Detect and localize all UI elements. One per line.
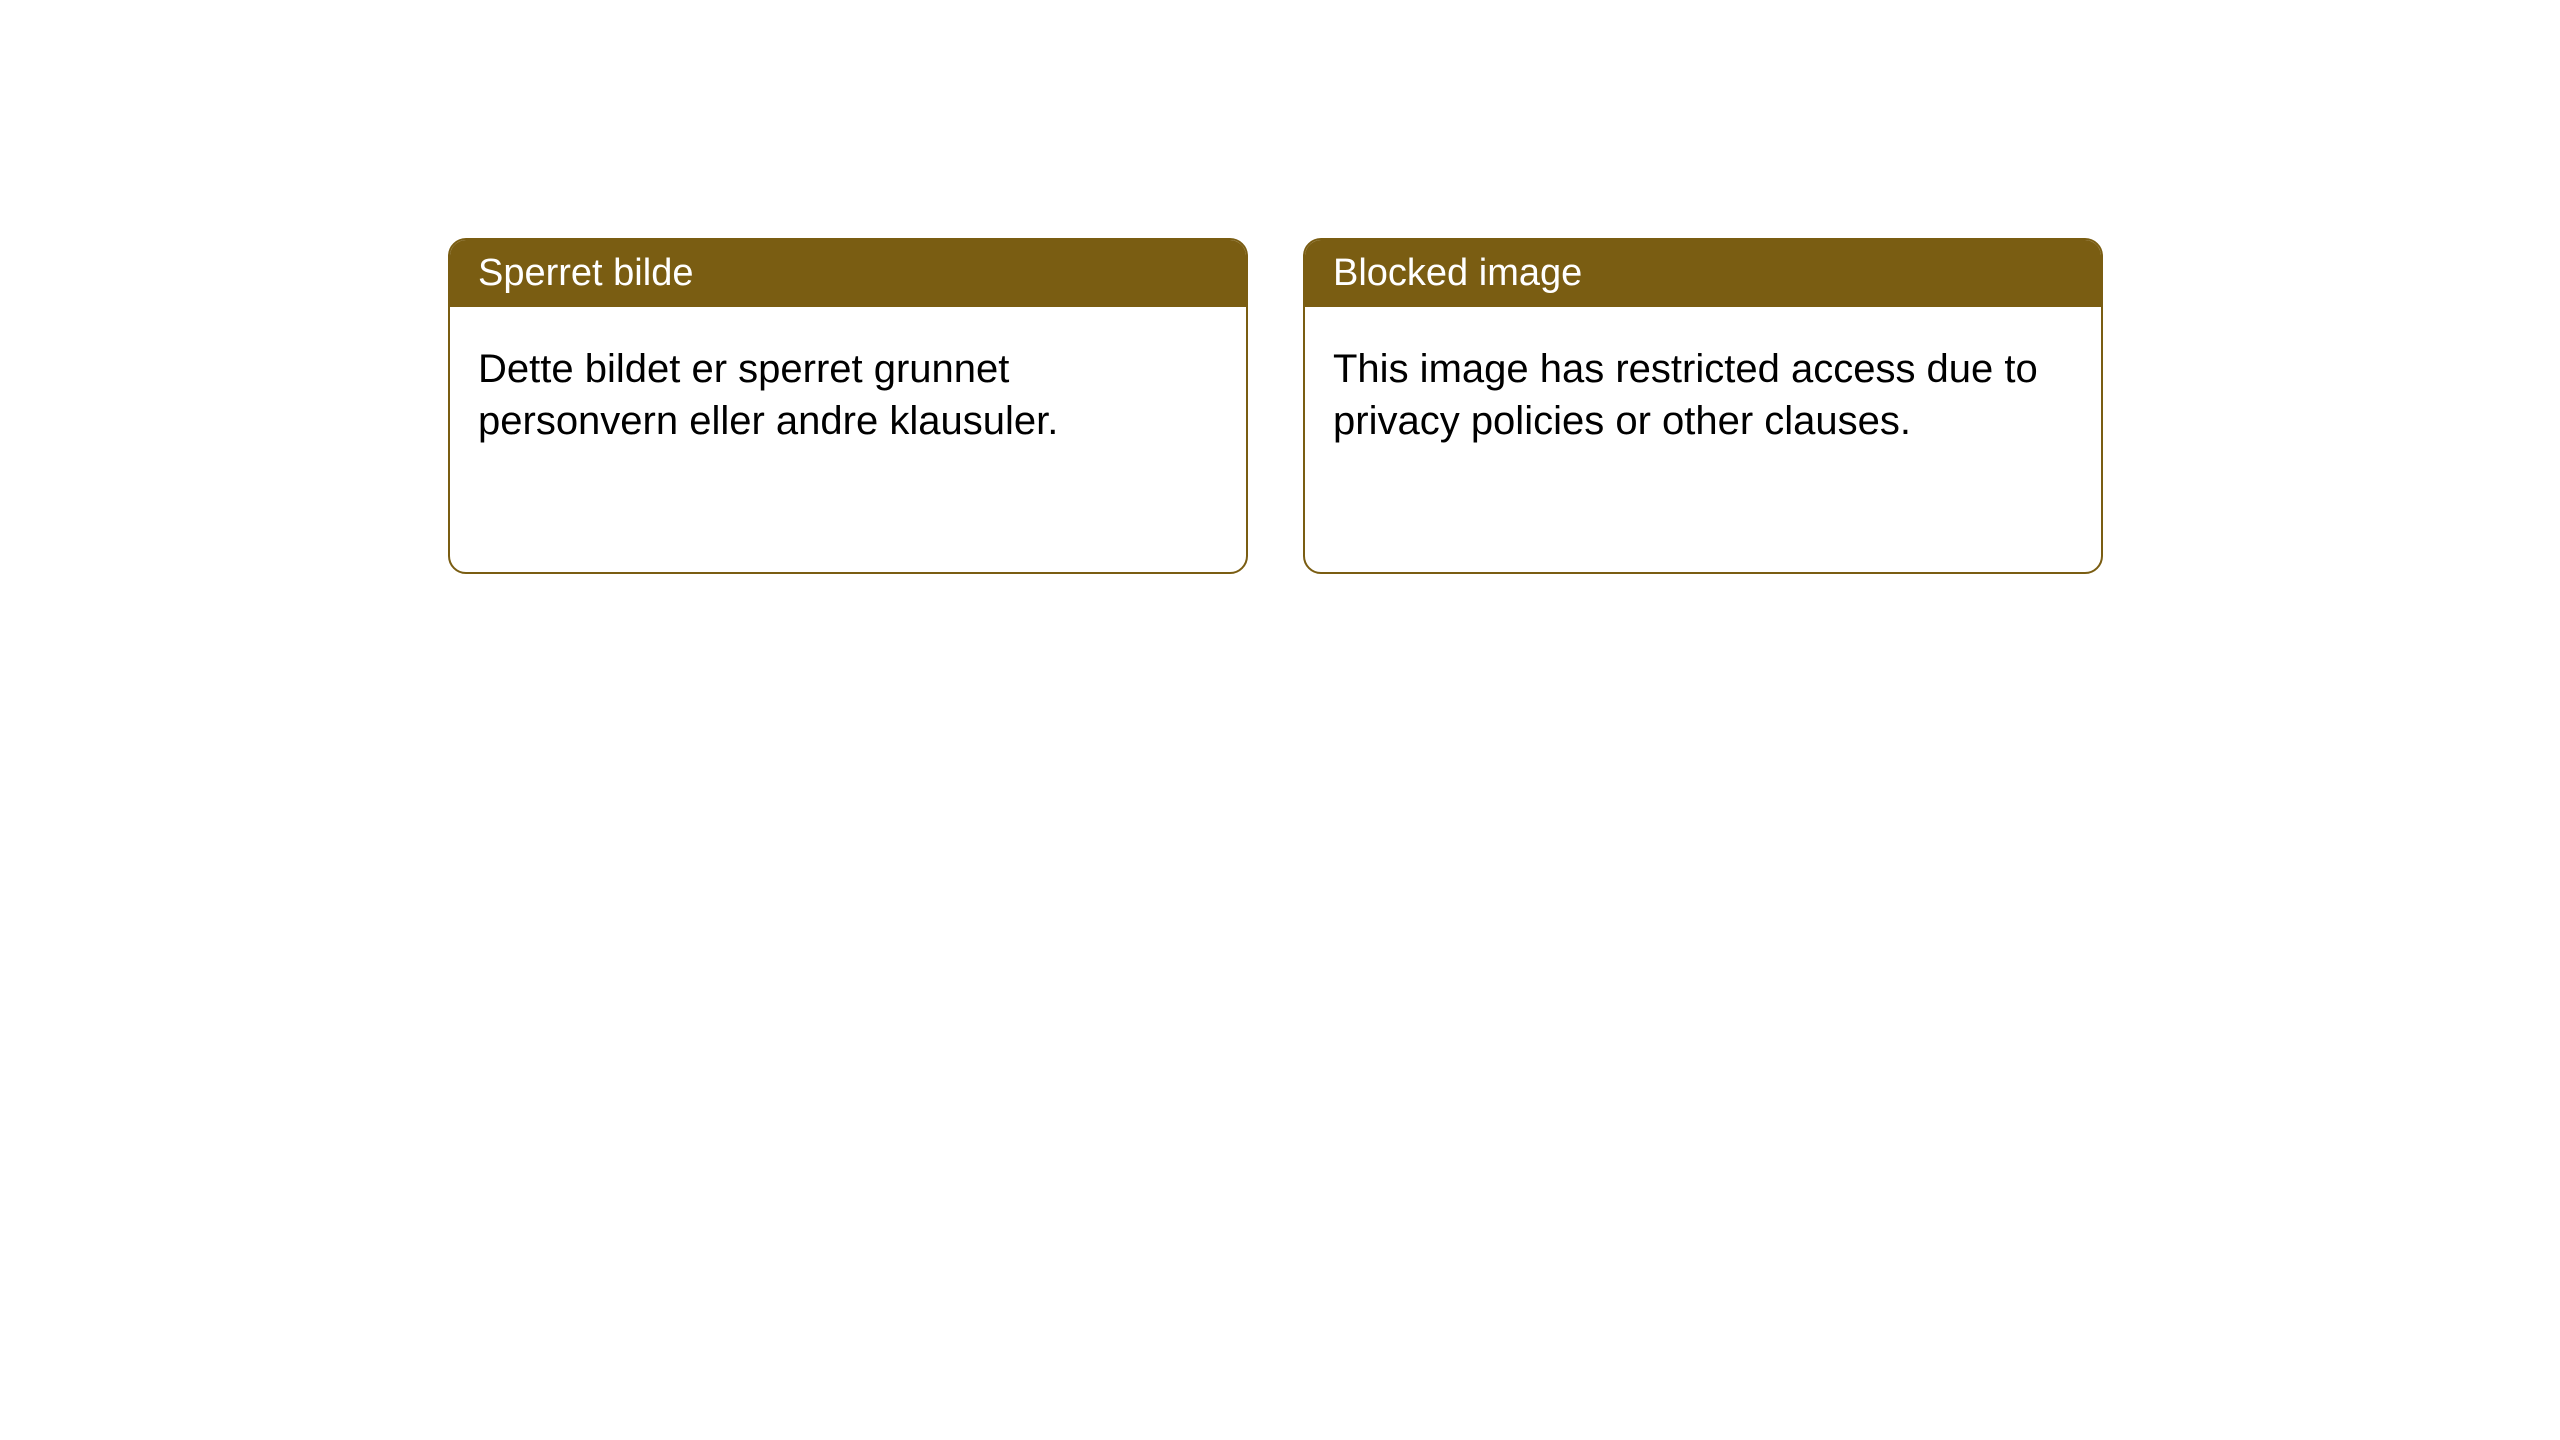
- notice-header-english: Blocked image: [1305, 240, 2101, 307]
- notice-text-english: This image has restricted access due to …: [1333, 347, 2038, 443]
- notice-card-english: Blocked image This image has restricted …: [1303, 238, 2103, 574]
- notice-card-norwegian: Sperret bilde Dette bildet er sperret gr…: [448, 238, 1248, 574]
- notice-title-norwegian: Sperret bilde: [478, 252, 693, 294]
- notice-container: Sperret bilde Dette bildet er sperret gr…: [448, 238, 2103, 574]
- notice-body-english: This image has restricted access due to …: [1305, 307, 2101, 483]
- notice-text-norwegian: Dette bildet er sperret grunnet personve…: [478, 347, 1058, 443]
- notice-body-norwegian: Dette bildet er sperret grunnet personve…: [450, 307, 1246, 483]
- notice-header-norwegian: Sperret bilde: [450, 240, 1246, 307]
- notice-title-english: Blocked image: [1333, 252, 1582, 294]
